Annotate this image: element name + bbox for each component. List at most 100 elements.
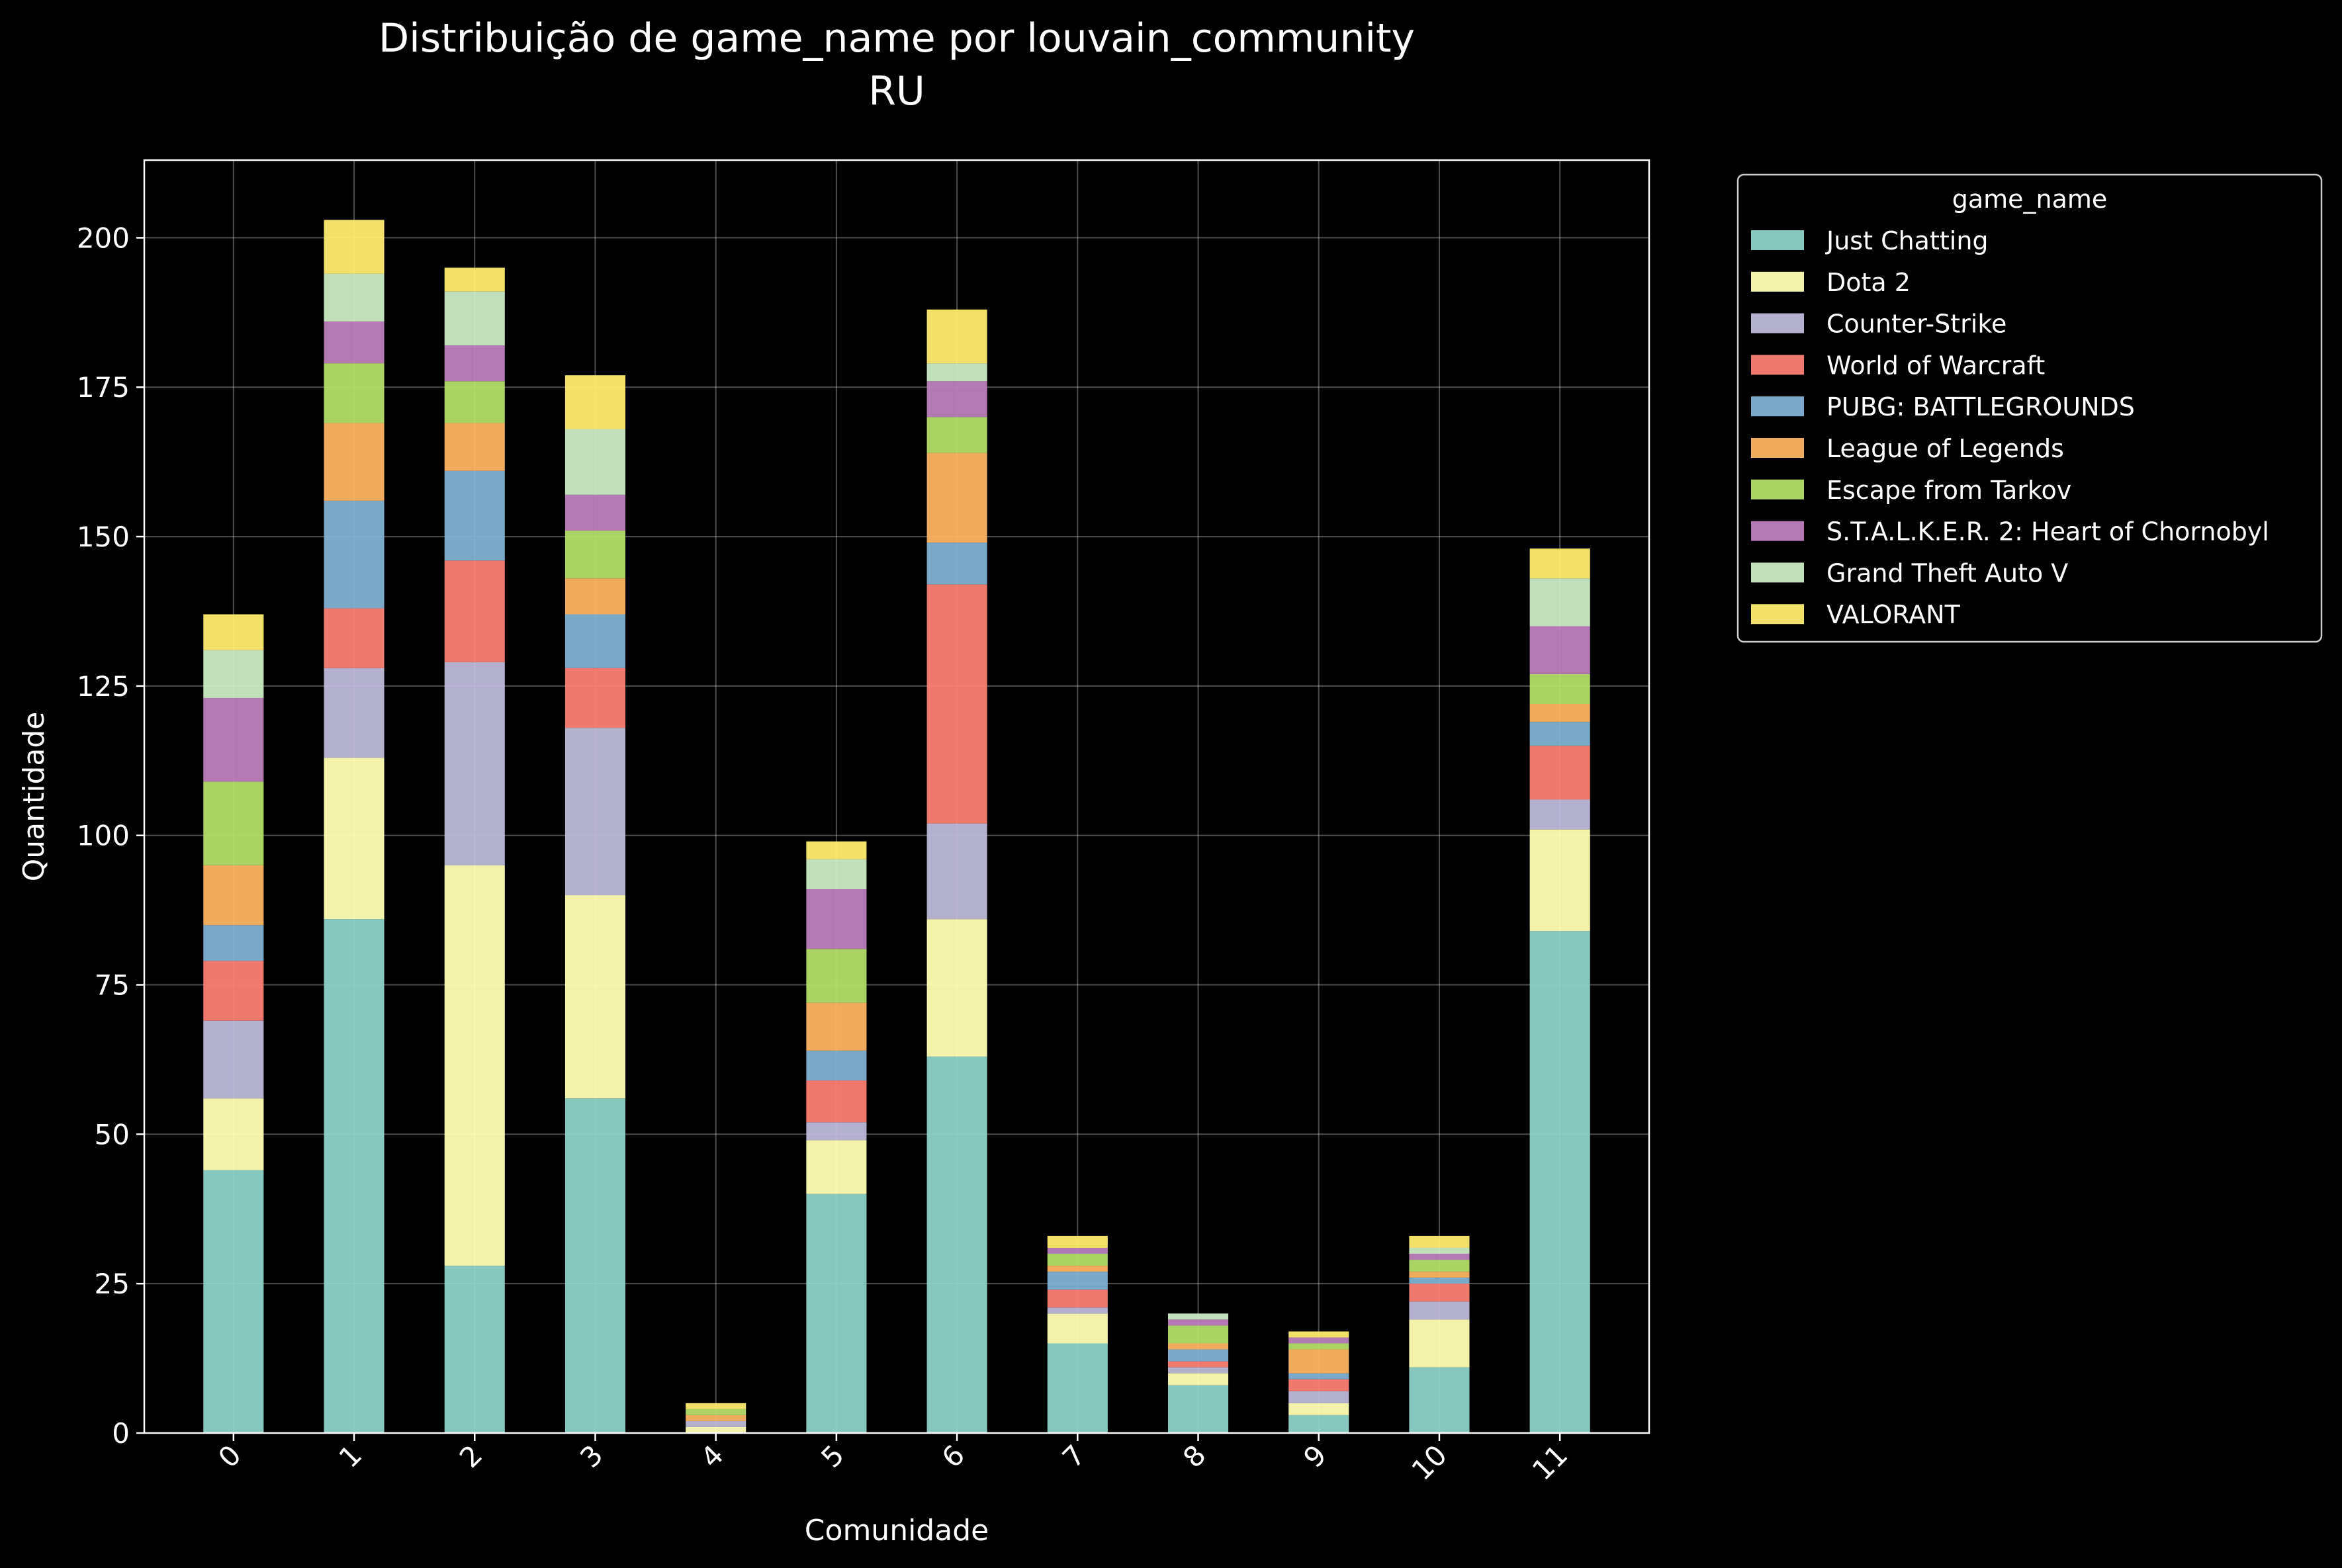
legend: game_name Just Chatting Dota 2 Counter-Str… [1736,173,2323,643]
y-axis-label: Quantidade [17,712,51,882]
y-tick-label: 75 [95,969,130,1002]
bar-segment [806,1002,867,1051]
bar-segment [926,309,987,364]
bar-segment [1409,1272,1470,1278]
bar-segment [1529,722,1590,746]
legend-swatch [1751,521,1804,541]
bar-segment [926,543,987,585]
bar-segment [1409,1247,1470,1254]
bar-segment [1047,1289,1108,1308]
bar-segment [564,1098,626,1433]
bar-segment [1288,1391,1349,1403]
bar-segment [1529,578,1590,627]
bar-segment [444,291,505,346]
legend-label: VALORANT [1826,600,1961,629]
bar-segment [203,781,264,865]
bar-segment [686,1409,746,1415]
bar-segment [324,363,384,423]
bar-segment [1529,931,1590,1433]
legend-title: game_name [1952,185,2108,214]
bar-segment [324,919,384,1433]
bar-segment [324,500,384,609]
bar-segment [806,949,867,1003]
y-tick-label: 200 [77,222,130,254]
bar-segment [1409,1260,1470,1272]
plot-frame [143,159,1650,1434]
bar-segment [686,1403,746,1409]
bar-segment [926,823,987,920]
bar-segment [1529,746,1590,800]
bar-segment [324,423,384,501]
legend-label: S.T.A.L.K.E.R. 2: Heart of Chornobyl [1826,517,2269,546]
bar-segment [203,650,264,698]
legend-label: Just Chatting [1825,226,1989,255]
bar-segment [564,614,626,668]
bar-segment [444,345,505,382]
bar-segment [1409,1319,1470,1368]
y-tick-label: 100 [77,820,130,852]
bar-segment [1288,1331,1349,1338]
bar-segment [564,578,626,615]
bar-segment [1529,799,1590,830]
legend-items: Just Chatting Dota 2 Counter-Strike World o… [1751,226,2269,629]
bar-segment [444,381,505,423]
bar-segment [926,1056,987,1433]
bar-segment [1288,1379,1349,1391]
bar-segment [324,321,384,364]
bar-segment [1409,1301,1470,1320]
bar-segment [564,728,626,896]
bar-segment [1047,1235,1108,1248]
y-tick-label: 175 [77,371,130,404]
bar-segment [806,1140,867,1194]
bar-segment [1529,674,1590,704]
chart-subtitle: RU [868,68,925,114]
y-tick-label: 150 [77,521,130,553]
bar-segment [806,1122,867,1141]
bar-segment [564,531,626,579]
bar-segment [324,668,384,758]
y-tick-label: 50 [95,1118,130,1151]
bar-segment [564,375,626,429]
bar-segment [1288,1343,1349,1350]
legend-label: Dota 2 [1826,268,1911,297]
bar-segment [1167,1349,1229,1362]
bar-segment [926,453,987,543]
bar-segment [564,668,626,728]
bar-segment [1529,626,1590,674]
bar-segment [926,584,987,824]
bar-segment [1409,1235,1470,1248]
bar-segment [324,220,384,274]
bar-segment [444,865,505,1266]
bar-segment [324,758,384,920]
bar-segment [806,889,867,949]
legend-swatch [1751,396,1804,417]
bar-segment [1288,1415,1349,1433]
bar-segment [1047,1254,1108,1266]
bar-segment [564,494,626,531]
bar-segment [806,859,867,890]
bar-segment [203,1020,264,1099]
legend-label: Counter-Strike [1826,310,2006,339]
legend-swatch [1751,438,1804,458]
legend-label: League of Legends [1826,434,2064,463]
bar-segment [203,697,264,782]
legend-frame [1736,173,2323,643]
y-axis: 0 25 50 75 100 125 150 175 200 [77,222,144,1450]
bar-segment [203,865,264,926]
legend-swatch [1751,230,1804,250]
bar-segment [203,1098,264,1170]
bar-segment [564,895,626,1099]
legend-swatch [1751,355,1804,375]
bar-segment [1529,829,1590,932]
bar-segment [686,1420,746,1427]
bar-segment [1167,1385,1229,1433]
bar-segment [1047,1313,1108,1344]
bar-segment [1409,1254,1470,1260]
bar-segment [1047,1343,1108,1433]
bar-segment [1529,703,1590,722]
bar-segment [926,417,987,453]
bar-segment [1167,1325,1229,1344]
bar-segment [203,1170,264,1433]
legend-swatch [1751,604,1804,625]
bar-segment [1167,1367,1229,1373]
